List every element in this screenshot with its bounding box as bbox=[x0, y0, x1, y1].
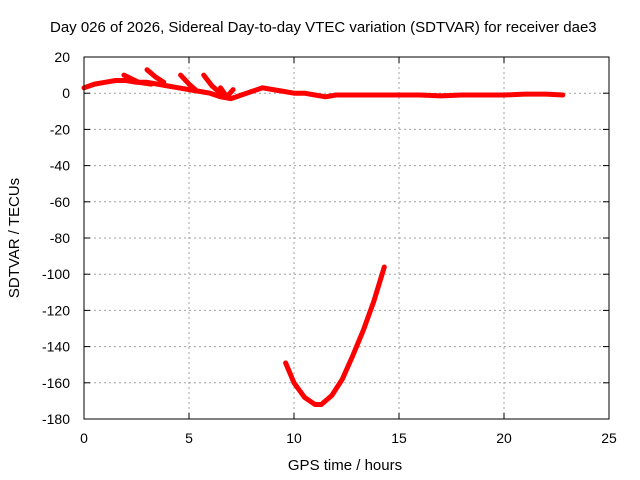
series-line-spike-2 bbox=[144, 67, 167, 85]
series-line-arc bbox=[283, 264, 387, 407]
grid bbox=[84, 57, 609, 419]
x-tick-label: 15 bbox=[391, 430, 407, 446]
tick-labels: 0 5 10 15 20 25 20 0 -20 -40 -60 -80 -100 -120 -140 -16… bbox=[42, 49, 617, 446]
x-axis-label: GPS time / hours bbox=[288, 457, 402, 474]
y-tick-label: -40 bbox=[50, 158, 70, 174]
y-tick-label: -60 bbox=[50, 194, 70, 210]
x-tick-label: 20 bbox=[496, 430, 512, 446]
y-tick-label: -180 bbox=[42, 411, 70, 427]
y-tick-label: -140 bbox=[42, 339, 70, 355]
y-tick-label: -20 bbox=[50, 121, 70, 137]
series-group bbox=[81, 67, 566, 407]
x-tick-label: 5 bbox=[185, 430, 193, 446]
series-line-spike-1 bbox=[121, 72, 154, 87]
y-tick-label: -100 bbox=[42, 266, 70, 282]
x-tick-label: 25 bbox=[601, 430, 617, 446]
y-tick-label: -160 bbox=[42, 375, 70, 391]
ticks bbox=[83, 56, 610, 420]
y-tick-label: -120 bbox=[42, 302, 70, 318]
chart-title: Day 026 of 2026, Sidereal Day-to-day VTE… bbox=[50, 19, 597, 36]
x-tick-label: 0 bbox=[80, 430, 88, 446]
y-tick-label: 20 bbox=[54, 49, 70, 65]
x-tick-label: 10 bbox=[286, 430, 302, 446]
y-tick-label: 0 bbox=[62, 85, 70, 101]
series-line-spike-4 bbox=[201, 72, 223, 96]
y-tick-label: -80 bbox=[50, 230, 70, 246]
series-line-spike-5 bbox=[218, 85, 236, 100]
y-axis-label: SDTVAR / TECUs bbox=[6, 178, 23, 298]
series-line-spike-3 bbox=[178, 72, 198, 93]
